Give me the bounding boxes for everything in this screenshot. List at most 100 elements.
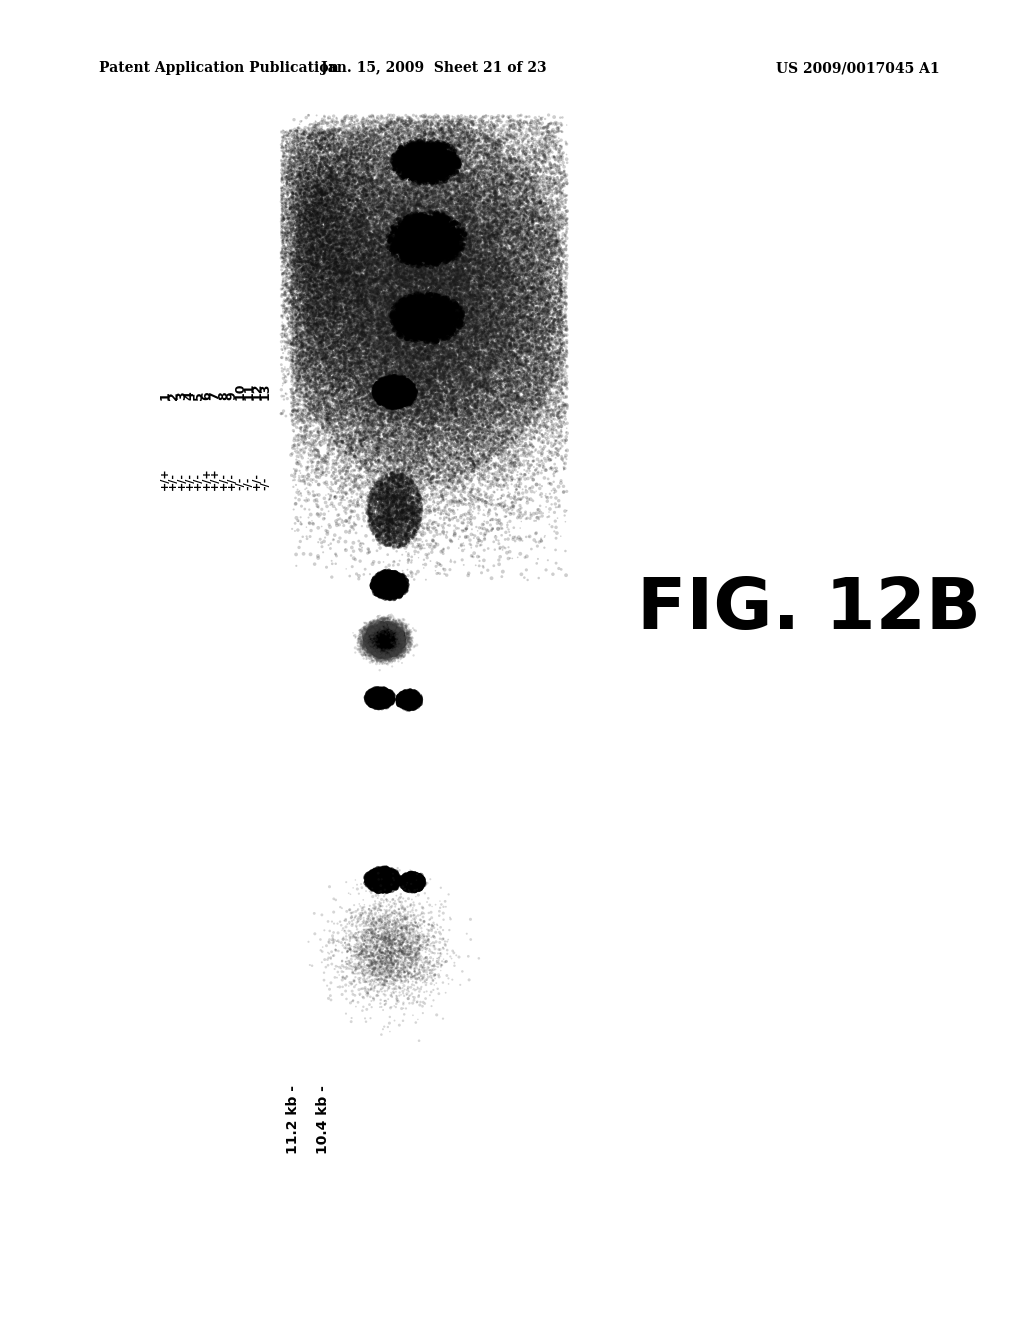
Point <box>367 693 383 714</box>
Point <box>408 372 424 393</box>
Point <box>382 587 398 609</box>
Point <box>373 577 389 598</box>
Point <box>503 331 519 352</box>
Point <box>547 309 563 330</box>
Point <box>541 317 557 338</box>
Point <box>337 168 353 189</box>
Point <box>413 214 429 235</box>
Point <box>374 869 390 890</box>
Point <box>387 626 403 647</box>
Point <box>493 403 509 424</box>
Point <box>423 461 439 482</box>
Point <box>388 387 404 408</box>
Point <box>454 302 470 323</box>
Point <box>345 286 361 308</box>
Point <box>441 364 458 385</box>
Point <box>390 381 407 403</box>
Point <box>430 318 446 339</box>
Point <box>399 389 416 411</box>
Point <box>364 876 380 898</box>
Point <box>345 392 361 413</box>
Point <box>440 362 457 383</box>
Point <box>386 578 402 599</box>
Point <box>399 693 416 714</box>
Point <box>537 315 553 337</box>
Point <box>397 384 414 405</box>
Point <box>432 231 449 252</box>
Point <box>309 288 326 309</box>
Point <box>394 381 411 403</box>
Point <box>389 643 406 664</box>
Point <box>399 692 416 713</box>
Point <box>393 119 410 140</box>
Point <box>331 351 347 372</box>
Point <box>386 413 402 434</box>
Point <box>511 216 527 238</box>
Point <box>391 569 408 590</box>
Point <box>424 252 440 273</box>
Point <box>485 473 502 494</box>
Point <box>437 259 454 280</box>
Point <box>382 284 398 305</box>
Point <box>446 395 463 416</box>
Point <box>459 227 475 248</box>
Point <box>303 265 319 286</box>
Point <box>387 185 403 206</box>
Point <box>389 387 406 408</box>
Point <box>314 247 331 268</box>
Point <box>462 136 478 157</box>
Point <box>419 302 435 323</box>
Point <box>415 144 431 165</box>
Point <box>368 640 384 661</box>
Point <box>421 290 437 312</box>
Point <box>373 569 389 590</box>
Point <box>467 286 483 308</box>
Point <box>439 318 456 339</box>
Point <box>398 326 415 347</box>
Point <box>420 334 436 355</box>
Point <box>381 574 397 595</box>
Point <box>421 228 437 249</box>
Point <box>368 865 384 886</box>
Point <box>512 318 528 339</box>
Point <box>389 622 406 643</box>
Point <box>372 690 388 711</box>
Point <box>371 145 387 166</box>
Point <box>412 305 428 326</box>
Point <box>338 218 354 239</box>
Point <box>304 290 321 312</box>
Point <box>417 232 433 253</box>
Point <box>453 264 469 285</box>
Point <box>384 631 400 652</box>
Point <box>440 499 457 520</box>
Point <box>398 871 415 892</box>
Point <box>369 869 385 890</box>
Point <box>367 510 383 531</box>
Point <box>326 231 342 252</box>
Point <box>342 145 358 166</box>
Point <box>352 908 369 929</box>
Point <box>435 288 452 309</box>
Point <box>354 380 371 401</box>
Point <box>383 577 399 598</box>
Point <box>314 380 331 401</box>
Point <box>372 276 388 297</box>
Point <box>296 366 312 387</box>
Point <box>480 319 497 341</box>
Point <box>314 346 331 367</box>
Point <box>479 190 496 211</box>
Point <box>440 227 457 248</box>
Point <box>524 383 541 404</box>
Point <box>494 174 510 195</box>
Point <box>432 257 449 279</box>
Point <box>343 222 359 243</box>
Point <box>342 234 358 255</box>
Point <box>298 525 314 546</box>
Point <box>388 630 404 651</box>
Point <box>420 400 436 421</box>
Point <box>353 199 370 220</box>
Point <box>366 164 382 185</box>
Point <box>360 164 377 185</box>
Point <box>434 323 451 345</box>
Point <box>319 248 336 269</box>
